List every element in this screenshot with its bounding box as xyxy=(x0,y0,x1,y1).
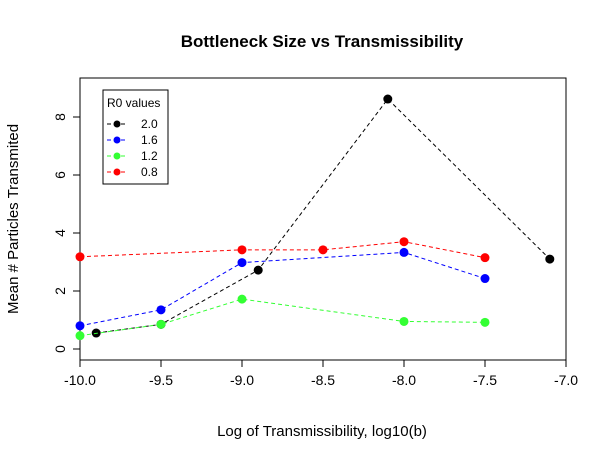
legend-label: 2.0 xyxy=(141,117,158,131)
x-tick-label: -7.0 xyxy=(554,372,578,388)
legend-label: 0.8 xyxy=(141,165,158,179)
x-tick-label: -10.0 xyxy=(64,372,96,388)
x-tick-label: -8.5 xyxy=(311,372,335,388)
legend-marker xyxy=(113,136,121,144)
legend: R0 values 2.0 1.6 1.2 0.8 xyxy=(102,89,169,185)
data-point xyxy=(75,331,85,341)
series-1.2 xyxy=(75,294,490,341)
data-point xyxy=(399,316,409,326)
legend-marker xyxy=(113,120,121,128)
x-axis: -10.0 -9.5 -9.0 -8.5 -8.0 -7.5 -7.0 xyxy=(64,360,578,388)
y-axis-label: Mean # Particles Transmited xyxy=(5,124,22,314)
legend-label: 1.2 xyxy=(141,149,158,163)
data-point xyxy=(253,265,263,275)
data-point xyxy=(480,317,490,327)
data-point xyxy=(480,253,490,263)
data-point xyxy=(399,247,409,257)
y-tick-label: 6 xyxy=(52,171,68,179)
data-point xyxy=(545,254,555,264)
y-tick-label: 4 xyxy=(52,229,68,237)
series-layer xyxy=(75,94,555,341)
y-tick-label: 2 xyxy=(52,287,68,295)
data-point xyxy=(318,245,328,255)
series-line xyxy=(79,251,486,327)
x-tick-label: -9.0 xyxy=(230,372,254,388)
chart-title: Bottleneck Size vs Transmissibility xyxy=(181,32,464,51)
x-tick-label: -7.5 xyxy=(473,372,497,388)
y-axis: 0 2 4 6 8 xyxy=(52,113,80,353)
data-point xyxy=(156,319,166,329)
x-tick-label: -9.5 xyxy=(149,372,173,388)
data-point xyxy=(399,237,409,247)
data-point xyxy=(75,321,85,331)
data-point xyxy=(237,258,247,268)
legend-marker xyxy=(113,168,121,176)
legend-label: 1.6 xyxy=(141,133,158,147)
legend-marker xyxy=(113,152,121,160)
data-point xyxy=(383,94,393,104)
legend-box xyxy=(102,89,169,185)
series-0.8 xyxy=(75,237,490,263)
series-line xyxy=(79,241,486,259)
x-axis-label: Log of Transmissibility, log10(b) xyxy=(217,423,427,440)
data-point xyxy=(237,245,247,255)
data-point xyxy=(75,252,85,262)
y-tick-label: 0 xyxy=(52,345,68,353)
data-point xyxy=(237,294,247,304)
data-point xyxy=(480,274,490,284)
y-tick-label: 8 xyxy=(52,113,68,121)
series-line xyxy=(79,298,486,337)
x-tick-label: -8.0 xyxy=(392,372,416,388)
legend-title: R0 values xyxy=(107,96,160,110)
series-1.6 xyxy=(75,247,490,331)
data-point xyxy=(156,305,166,315)
